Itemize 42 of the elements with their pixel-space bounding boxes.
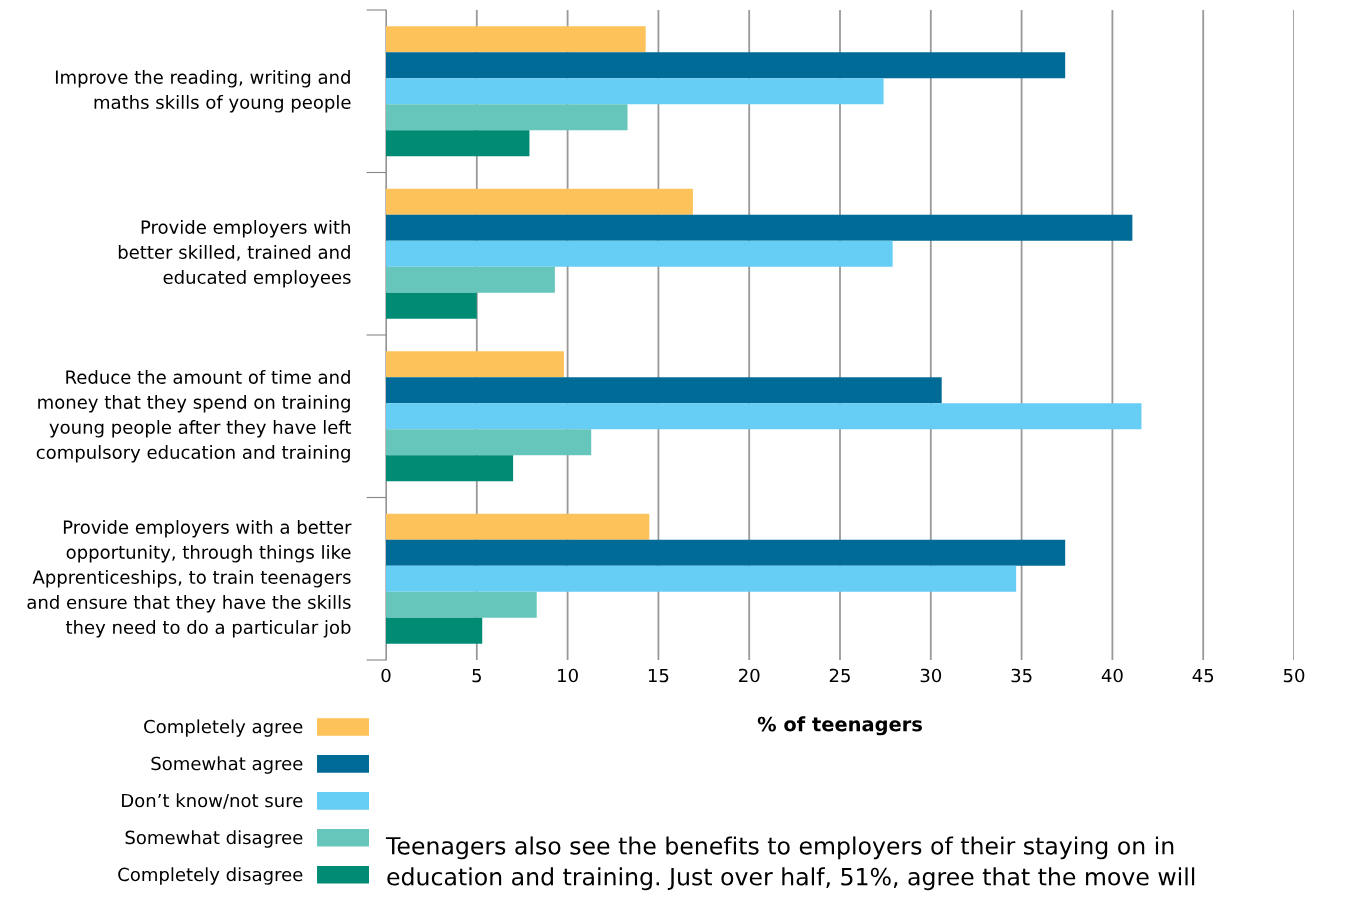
x-tick-label: 15 [648, 668, 669, 683]
bar [386, 429, 592, 456]
bar [386, 266, 555, 293]
bar [386, 78, 884, 105]
x-tick-label: 40 [1101, 668, 1123, 683]
y-tick-label: Reduce the amount of time and money that they spend on training young people after they have left compulsory education and training [36, 369, 352, 463]
bar [386, 104, 628, 131]
bar [386, 52, 1066, 79]
bar [386, 292, 477, 319]
x-tick-label: 45 [1192, 668, 1214, 683]
x-axis-title: % of teenagers [757, 716, 922, 736]
bar [386, 214, 1133, 241]
text: Teenagers also see the benefits to employers of their staying on in education and training. Just over half, 51%, agree that the move will [385, 836, 1195, 891]
x-tick-label: 30 [920, 668, 942, 683]
x-tick-label: 25 [829, 668, 850, 683]
bar [386, 513, 650, 540]
legend-label: Somewhat agree [151, 756, 303, 774]
y-tick-label: Provide employers with a better opportunity, through things like Apprenticeships, to train teenagers and ensure that they have the skills they need to do a particular job [27, 519, 352, 638]
x-tick-label: 5 [472, 668, 481, 683]
y-tick-label: Provide employers with better skilled, trained and educated employees [118, 219, 351, 288]
x-tick-label: 20 [739, 668, 760, 683]
legend-label: Completely agree [144, 719, 303, 737]
legend-label: Completely disagree [118, 867, 303, 885]
bar [386, 455, 514, 482]
bar [386, 591, 537, 618]
legend-label: Somewhat disagree [125, 830, 303, 848]
bar [386, 188, 693, 215]
bar [386, 26, 646, 53]
bar [386, 565, 1017, 592]
x-tick-label: 50 [1283, 668, 1305, 683]
y-tick-label: Improve the reading, writing and maths skills of young people [55, 70, 351, 113]
bar [386, 539, 1066, 566]
legend-label: Don’t know/not sure [122, 793, 303, 809]
x-tick-label: 0 [381, 668, 391, 683]
bar [386, 130, 530, 157]
bar [386, 240, 893, 267]
bar [386, 351, 564, 378]
x-tick-label: 10 [558, 668, 578, 683]
bar [386, 377, 942, 404]
bar [386, 403, 1142, 430]
bar [386, 617, 483, 644]
x-tick-label: 35 [1011, 668, 1032, 683]
